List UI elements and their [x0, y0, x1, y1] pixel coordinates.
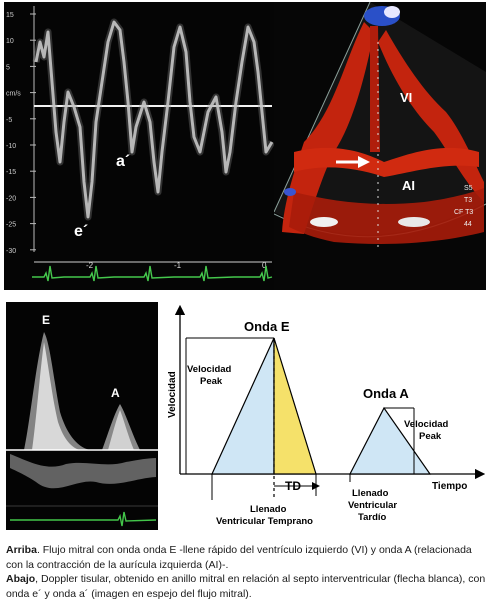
setting-text: T3: [464, 197, 472, 204]
schematic-diagram: Velocidad Tiempo Onda E Velocidad Peak T…: [167, 304, 486, 527]
caption-top: Arriba. Flujo mitral con onda onda E -ll…: [6, 543, 486, 572]
color-doppler-echo-panel: VI AI S5 T3 CF T3 44: [274, 2, 486, 290]
vel-peak-right-line1: Velocidad: [404, 419, 449, 430]
a-wave-label: A: [111, 386, 120, 400]
mitral-doppler-plot: E A: [6, 302, 158, 530]
e-wave-decel-region: [273, 337, 317, 475]
vel-peak-left-line2: Peak: [200, 376, 223, 387]
early-fill-line2: Ventricular Temprano: [216, 516, 313, 527]
y-tick-label: 15: [6, 12, 14, 19]
figure-caption: Arriba. Flujo mitral con onda onda E -ll…: [6, 543, 486, 601]
a-wave-region: [349, 406, 432, 475]
early-fill-line1: Llenado: [250, 504, 287, 515]
setting-text: CF T3: [454, 209, 473, 216]
y-ticks: 15 10 5 cm/s -5 -10 -15 -20 -25 -30: [6, 12, 36, 255]
y-tick-label: -5: [6, 117, 12, 124]
y-tick-label: -25: [6, 222, 16, 229]
y-tick-label: -15: [6, 169, 16, 176]
y-tick-label: 5: [6, 64, 10, 71]
mitral-flow-schematic: Velocidad Tiempo Onda E Velocidad Peak T…: [167, 300, 486, 532]
tissue-doppler-waveform: [34, 20, 274, 219]
late-fill-line1: Llenado: [352, 488, 389, 499]
mitral-doppler-panel: E A: [6, 302, 158, 530]
late-fill-line3: Tardío: [358, 512, 387, 523]
x-tick-label: 0: [262, 261, 267, 270]
caption-arriba-text: . Flujo mitral con onda onda E -llene rá…: [6, 544, 472, 571]
vel-peak-right-line2: Peak: [419, 431, 442, 442]
x-tick-label: -1: [174, 261, 182, 270]
x-axis-label: Tiempo: [432, 481, 467, 492]
y-axis-label: Velocidad: [168, 371, 178, 418]
y-tick-label: -20: [6, 195, 16, 202]
e-wave-accel-region: [211, 337, 275, 475]
ecg-trace: [10, 511, 157, 527]
vel-peak-left-line1: Velocidad: [187, 364, 232, 375]
x-ticks: -2 -1 0: [86, 261, 267, 270]
caption-abajo-label: Abajo: [6, 573, 36, 586]
caption-abajo-text: , Doppler tisular, obtenido en anillo mi…: [6, 573, 486, 600]
y-tick-label: -30: [6, 248, 16, 255]
y-tick-label: 10: [6, 38, 14, 45]
lv-label: VI: [400, 90, 412, 105]
onda-e-title: Onda E: [244, 319, 290, 334]
caption-bottom: Abajo, Doppler tisular, obtenido en anil…: [6, 572, 486, 601]
setting-text: S5: [464, 185, 473, 192]
ecg-trace: [32, 265, 273, 282]
setting-text: 44: [464, 221, 472, 228]
a-prime-label: a´: [116, 153, 130, 170]
y-tick-label: cm/s: [6, 91, 21, 98]
x-tick-label: -2: [86, 261, 94, 270]
onda-a-title: Onda A: [363, 386, 409, 401]
y-tick-label: -10: [6, 143, 16, 150]
e-wave-label: E: [42, 313, 50, 327]
la-label: AI: [402, 178, 415, 193]
septum-arrow-icon: [336, 156, 370, 168]
e-prime-label: e´: [74, 223, 88, 240]
tissue-doppler-panel: 15 10 5 cm/s -5 -10 -15 -20 -25 -30 a´ e´ -2 -1 0: [4, 2, 274, 290]
echo-settings-text: S5 T3 CF T3 44: [454, 185, 473, 228]
caption-arriba-label: Arriba: [6, 544, 37, 556]
echo-image: VI AI S5 T3 CF T3 44: [274, 2, 486, 290]
late-fill-line2: Ventricular: [348, 500, 397, 511]
